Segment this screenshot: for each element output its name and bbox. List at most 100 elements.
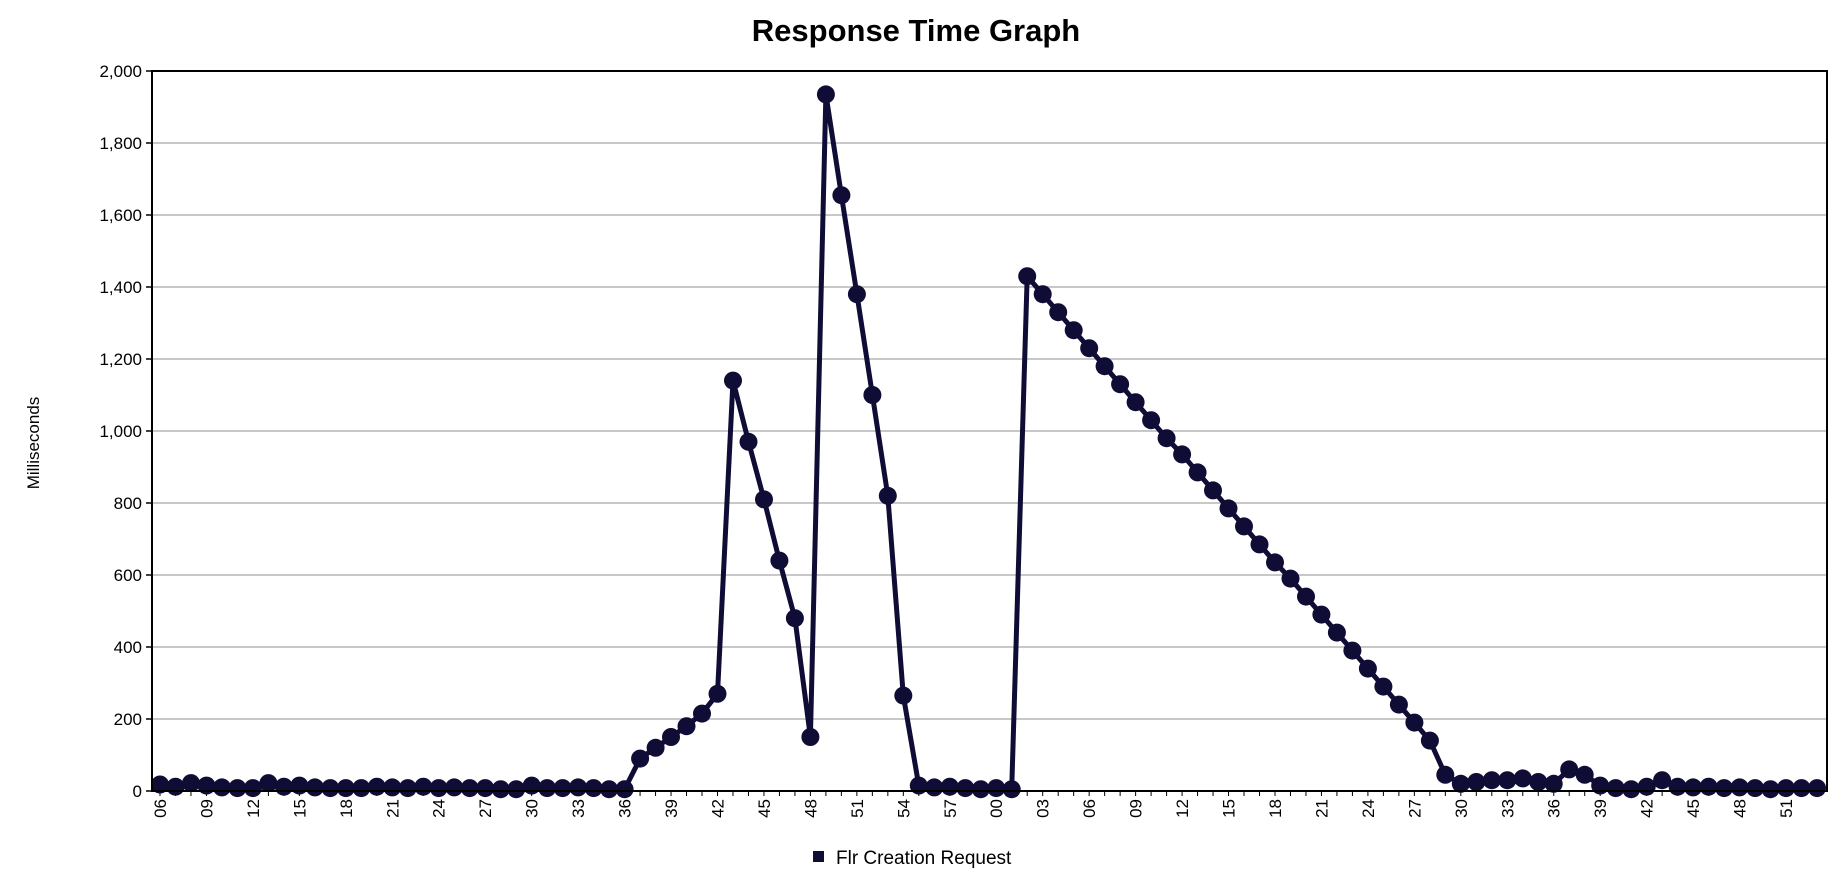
- x-tick-label: 54: [894, 799, 913, 818]
- data-point: [1575, 765, 1594, 784]
- data-point: [662, 728, 680, 746]
- data-point: [1637, 777, 1656, 796]
- data-point: [367, 777, 386, 796]
- data-point: [476, 779, 495, 798]
- x-tick-label: 15: [290, 799, 309, 818]
- data-point: [847, 285, 866, 304]
- x-tick-label: 51: [848, 799, 867, 818]
- x-tick-label: 18: [337, 799, 356, 818]
- data-point: [956, 779, 975, 798]
- data-point: [739, 432, 758, 451]
- data-point: [1297, 587, 1315, 606]
- data-point: [538, 779, 557, 798]
- x-tick-label: 09: [197, 799, 216, 818]
- data-point: [1606, 779, 1625, 798]
- x-tick-label: 06: [151, 799, 170, 818]
- x-tick-label: 24: [1359, 799, 1378, 818]
- data-point: [1173, 445, 1192, 464]
- data-point: [971, 780, 990, 799]
- data-point: [274, 777, 293, 796]
- data-point: [1374, 677, 1393, 696]
- x-tick-label: 30: [1452, 799, 1471, 818]
- data-point: [1420, 731, 1439, 750]
- data-point: [1126, 393, 1145, 412]
- data-point: [1560, 760, 1579, 779]
- series-flr-creation-request: [151, 85, 1826, 799]
- data-point: [1343, 641, 1362, 660]
- x-tick-label: 12: [244, 799, 263, 818]
- y-tick-label: 1,600: [99, 206, 142, 225]
- data-point: [1095, 357, 1114, 376]
- data-point: [1250, 535, 1269, 554]
- data-point: [863, 386, 882, 404]
- data-point: [1792, 779, 1811, 798]
- x-tick-label: 24: [430, 799, 449, 818]
- data-point: [429, 779, 448, 798]
- data-point: [1266, 553, 1284, 572]
- series-line: [159, 91, 1817, 792]
- data-point: [755, 490, 773, 509]
- data-point: [677, 717, 696, 736]
- legend: Flr Creation Request: [813, 848, 1012, 869]
- gridlines: [152, 142, 1827, 720]
- data-point: [925, 778, 944, 797]
- data-point: [708, 684, 727, 703]
- x-tick-label: 06: [1080, 799, 1099, 818]
- x-tick-label: 48: [1731, 799, 1750, 818]
- data-point: [940, 777, 959, 796]
- data-point: [1529, 773, 1548, 791]
- data-point: [182, 774, 200, 793]
- plot-frame: [151, 70, 1828, 792]
- data-point: [1219, 499, 1238, 518]
- data-point: [445, 778, 464, 797]
- data-point: [1808, 779, 1826, 798]
- data-point: [507, 780, 526, 799]
- data-point: [1451, 774, 1470, 793]
- data-point: [1699, 777, 1718, 796]
- data-point: [553, 779, 572, 798]
- y-tick-label: 1,000: [99, 422, 142, 441]
- y-tick-label: 0: [133, 782, 142, 801]
- data-point: [305, 778, 324, 797]
- data-point: [785, 609, 804, 628]
- x-tick-label: 09: [1127, 799, 1146, 818]
- data-point: [615, 780, 634, 799]
- data-point: [321, 779, 340, 798]
- y-tick-label: 1,800: [99, 134, 142, 153]
- data-point: [1358, 659, 1377, 678]
- x-tick-label: 36: [1545, 799, 1564, 818]
- data-point: [243, 779, 262, 798]
- x-tick-label: 39: [1591, 799, 1610, 818]
- x-tick-label: 33: [1498, 799, 1517, 818]
- y-axis-ticks: 0 200 400 600 800 1,000 1,200 1,400 1,600 1,800 2,…: [99, 62, 152, 801]
- data-point: [1498, 771, 1517, 790]
- data-point: [414, 777, 433, 796]
- data-point: [1668, 777, 1687, 796]
- data-point: [600, 780, 619, 799]
- y-tick-label: 2,000: [99, 62, 142, 81]
- x-tick-label: 39: [662, 799, 681, 818]
- x-tick-label: 36: [616, 799, 635, 818]
- data-point: [1049, 303, 1068, 322]
- data-point: [878, 486, 897, 505]
- x-tick-label: 30: [523, 799, 542, 818]
- data-point: [1142, 411, 1161, 430]
- data-point: [1281, 569, 1300, 588]
- data-point: [352, 779, 371, 798]
- x-tick-label: 33: [569, 799, 588, 818]
- x-tick-label: 45: [1684, 799, 1703, 818]
- square-marker-icon: [813, 851, 824, 862]
- data-point: [1080, 339, 1099, 358]
- data-point: [1157, 429, 1176, 448]
- data-point: [631, 749, 650, 768]
- data-point: [1405, 713, 1424, 732]
- x-tick-label: 51: [1777, 799, 1796, 818]
- data-point: [646, 738, 665, 757]
- data-point: [166, 777, 185, 796]
- data-point: [1622, 780, 1641, 799]
- x-tick-label: 21: [1312, 799, 1331, 818]
- data-point: [1188, 463, 1207, 482]
- data-point: [894, 686, 913, 705]
- x-tick-label: 03: [1034, 799, 1053, 818]
- data-point: [1467, 773, 1486, 791]
